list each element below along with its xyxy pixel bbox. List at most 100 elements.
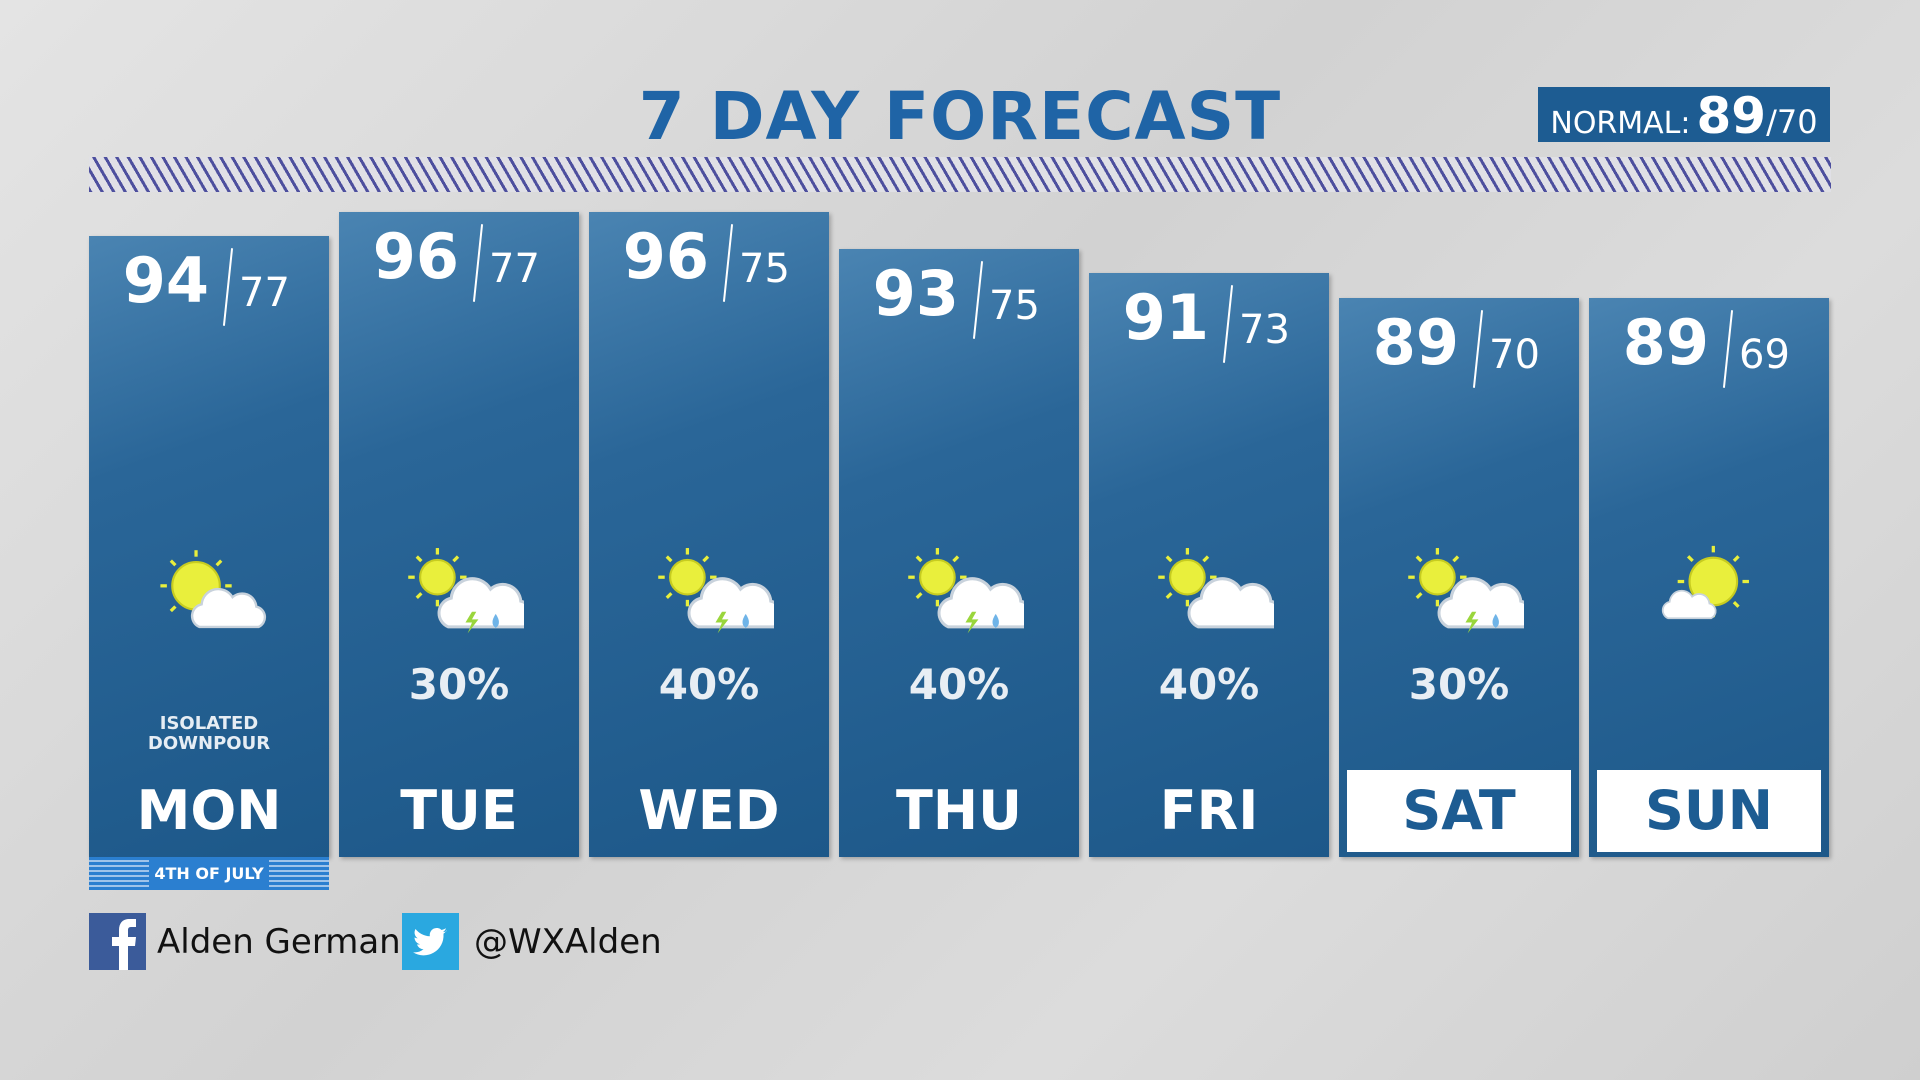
sun-ray <box>415 592 423 599</box>
high-temp: 96 <box>372 220 459 293</box>
normal-box: NORMAL: 89/70 <box>1538 87 1830 145</box>
cloud <box>1437 577 1524 629</box>
low-temp: 77 <box>489 246 540 292</box>
day-card: 94 77 ISOLATED DOWNPOUR MON <box>89 236 329 857</box>
day-name: FRI <box>1159 779 1259 842</box>
facebook-name: Alden German <box>157 922 401 962</box>
bolt <box>465 611 479 634</box>
sun <box>919 558 956 596</box>
cloud <box>937 577 1024 629</box>
low-temp: 75 <box>739 246 790 292</box>
day-name: MON <box>136 779 282 842</box>
normal-high: 89 <box>1696 87 1767 145</box>
day-card: 96 75 40% WED <box>589 212 829 857</box>
high-temp: 89 <box>1372 306 1459 379</box>
twitter-icon <box>402 913 459 970</box>
weather-icon <box>1158 548 1274 629</box>
day-card: 89 70 30% SAT <box>1339 298 1579 857</box>
high-temp: 89 <box>1622 306 1709 379</box>
sun-ray <box>169 605 177 613</box>
cloud <box>1661 589 1717 620</box>
cloud <box>687 577 774 629</box>
cloud <box>437 577 524 629</box>
sun-ray <box>952 555 960 563</box>
sun-ray <box>215 559 223 567</box>
bolt <box>965 611 979 634</box>
low-temp: 77 <box>239 270 290 316</box>
sun-ray <box>665 555 673 563</box>
sun-ray <box>1732 600 1740 608</box>
divider <box>722 224 734 302</box>
day-name: TUE <box>400 779 518 842</box>
sun-ray <box>452 555 460 563</box>
sun <box>669 558 706 596</box>
stripe-bar <box>89 157 1831 192</box>
drop <box>742 613 749 628</box>
divider <box>1722 310 1734 388</box>
sun-ray <box>1452 555 1460 563</box>
normal-low: 70 <box>1776 103 1818 141</box>
high-temp: 91 <box>1122 281 1209 354</box>
note-text: ISOLATED DOWNPOUR <box>147 713 271 754</box>
drop <box>992 613 999 628</box>
sun-ray <box>169 559 177 567</box>
day-box <box>1597 770 1821 852</box>
sun-ray <box>1202 555 1210 563</box>
sun-ray <box>1415 592 1423 599</box>
sun-ray <box>415 555 423 563</box>
precip-chance: 40% <box>1158 660 1260 709</box>
divider <box>1472 310 1484 388</box>
day-card: 93 75 40% THU <box>839 249 1079 857</box>
divider <box>972 261 984 339</box>
high-temp: 96 <box>622 220 709 293</box>
day-name: THU <box>896 779 1022 842</box>
precip-chance: 30% <box>1408 660 1510 709</box>
weather-icon <box>408 548 524 634</box>
day-name: SAT <box>1402 779 1516 842</box>
divider <box>222 248 234 326</box>
normal-label: NORMAL: <box>1550 106 1691 141</box>
high-temp: 93 <box>872 257 959 330</box>
sun-ray <box>1165 555 1173 563</box>
weather-icon <box>1408 548 1524 634</box>
normal-low-slash: /70 <box>1766 103 1818 141</box>
low-temp: 69 <box>1739 332 1790 378</box>
sun <box>1419 558 1456 596</box>
day-name: WED <box>638 779 780 842</box>
badge-text: 4TH OF JULY <box>149 860 269 887</box>
divider <box>1222 285 1234 363</box>
bolt <box>715 611 729 634</box>
day-card: 89 69 SUN <box>1589 298 1829 857</box>
weather-icon <box>160 550 267 629</box>
sun-ray <box>1415 555 1423 563</box>
high-temp: 94 <box>122 244 209 317</box>
day-name: SUN <box>1645 779 1773 842</box>
day-box <box>1347 770 1571 852</box>
precip-chance: 40% <box>908 660 1010 709</box>
low-temp: 75 <box>989 283 1040 329</box>
sun <box>419 558 456 596</box>
weather-icon <box>1661 545 1749 620</box>
sun <box>1169 558 1206 596</box>
cloud <box>1187 577 1274 629</box>
badge: 4TH OF JULY <box>89 857 329 890</box>
precip-chance: 30% <box>408 660 510 709</box>
precip-chance: 40% <box>658 660 760 709</box>
low-temp: 73 <box>1239 307 1290 353</box>
drop <box>492 613 499 628</box>
title: 7 DAY FORECAST <box>638 78 1282 155</box>
sun-ray <box>665 592 673 599</box>
twitter-handle: @WXAlden <box>474 922 662 962</box>
facebook-f <box>112 919 136 970</box>
sun-ray <box>1732 555 1740 563</box>
sun-ray <box>915 555 923 563</box>
divider <box>472 224 484 302</box>
low-temp: 70 <box>1489 332 1540 378</box>
sun-ray <box>1686 555 1694 563</box>
bolt <box>1465 611 1479 634</box>
drop <box>1492 613 1499 628</box>
weather-icon <box>908 548 1024 634</box>
sun-ray <box>1165 592 1173 599</box>
sun-ray <box>702 555 710 563</box>
